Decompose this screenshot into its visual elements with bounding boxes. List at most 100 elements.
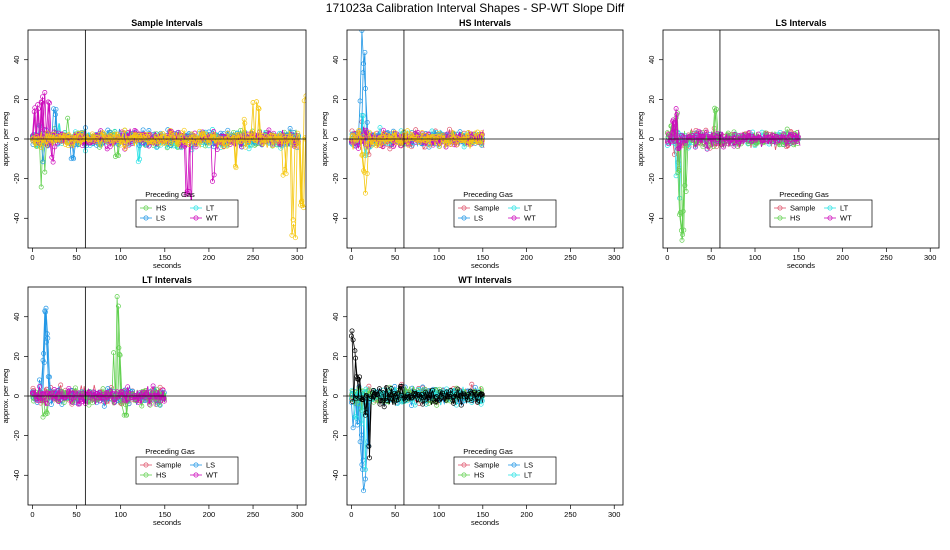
data-point — [465, 130, 471, 135]
data-point — [479, 130, 485, 136]
data-point — [274, 139, 280, 145]
x-axis-label: seconds — [787, 261, 815, 270]
data-point — [357, 390, 363, 396]
data-point — [676, 168, 682, 173]
data-point — [673, 106, 679, 112]
data-point — [680, 232, 686, 238]
data-point — [114, 294, 120, 300]
data-point — [47, 374, 52, 380]
legend-entry-label: LS — [156, 214, 165, 223]
data-point — [140, 137, 146, 143]
data-point — [363, 386, 369, 392]
data-point — [38, 144, 44, 150]
data-point — [50, 159, 56, 165]
x-tick-label: 0 — [30, 253, 34, 262]
legend-title: Preceding Gas — [463, 447, 513, 456]
data-point — [416, 387, 422, 392]
data-point — [181, 127, 187, 133]
panel-title: Sample Intervals — [131, 18, 203, 28]
data-point — [451, 400, 457, 406]
data-point — [694, 134, 700, 140]
data-point — [420, 401, 426, 407]
panel-title: HS Intervals — [459, 18, 511, 28]
data-point — [299, 198, 305, 204]
x-tick-label: 100 — [433, 510, 446, 519]
data-point — [363, 410, 369, 416]
data-point — [447, 126, 452, 132]
data-point — [53, 106, 59, 112]
data-point — [381, 404, 387, 410]
data-point — [458, 402, 464, 408]
data-point — [364, 119, 370, 125]
panel-title: WT Intervals — [458, 275, 512, 285]
data-point — [154, 386, 160, 392]
data-point — [41, 397, 47, 403]
data-point — [115, 303, 121, 309]
data-point — [260, 141, 266, 147]
data-point — [100, 386, 106, 392]
data-point — [455, 135, 461, 141]
legend-entry-label: HS — [474, 471, 484, 480]
data-point — [267, 133, 273, 139]
legend-entry-label: LS — [206, 461, 215, 470]
data-point — [137, 156, 143, 162]
x-tick-label: 300 — [291, 510, 304, 519]
data-point — [295, 130, 301, 136]
data-point — [144, 134, 150, 139]
data-point — [248, 130, 254, 135]
data-point — [167, 128, 173, 133]
y-tick-label: -40 — [331, 213, 340, 224]
data-point — [118, 400, 124, 406]
legend-marker — [143, 472, 149, 478]
data-point — [116, 345, 122, 351]
x-tick-label: 300 — [608, 253, 621, 262]
x-tick-label: 300 — [924, 253, 937, 262]
data-point — [739, 139, 745, 145]
data-point — [294, 138, 300, 144]
data-point — [144, 389, 150, 395]
data-point — [461, 144, 467, 150]
data-point — [38, 184, 44, 190]
data-point — [409, 133, 415, 139]
data-point — [250, 100, 256, 106]
data-point — [434, 394, 440, 400]
data-point — [674, 112, 680, 118]
data-point — [124, 412, 130, 418]
data-point — [44, 410, 50, 416]
data-point — [350, 425, 356, 431]
data-point — [704, 146, 710, 152]
data-point — [360, 397, 366, 403]
data-point — [287, 126, 293, 131]
legend-marker — [143, 205, 149, 211]
data-point — [55, 135, 61, 141]
data-point — [353, 396, 359, 402]
data-point — [670, 117, 676, 123]
data-point — [133, 132, 139, 138]
data-point — [70, 399, 75, 405]
y-tick-label: -20 — [331, 173, 340, 184]
data-point — [462, 394, 468, 400]
panel-title: LS Intervals — [775, 18, 826, 28]
data-point — [31, 135, 37, 141]
y-tick-label: 40 — [12, 56, 21, 64]
data-point — [172, 138, 178, 144]
data-point — [430, 387, 436, 393]
data-point — [72, 385, 78, 391]
legend-entry-label: LS — [524, 461, 533, 470]
data-point — [182, 143, 188, 149]
data-point — [281, 139, 287, 145]
data-point — [671, 151, 677, 157]
plot-data — [348, 328, 485, 494]
data-point — [41, 351, 47, 356]
legend-marker — [193, 205, 199, 211]
data-point — [361, 488, 367, 494]
legend-marker — [461, 472, 467, 478]
data-point — [469, 398, 475, 404]
panel-4: LT Intervals 0 50 100 150 200 250 300 -40 -20 0 20 4… — [1, 275, 307, 527]
data-point — [377, 401, 383, 407]
y-tick-label: -40 — [12, 213, 21, 224]
x-axis-label: seconds — [153, 261, 181, 270]
legend-entry-label: Sample — [474, 204, 499, 213]
data-point — [189, 131, 195, 137]
series-line — [351, 330, 484, 458]
